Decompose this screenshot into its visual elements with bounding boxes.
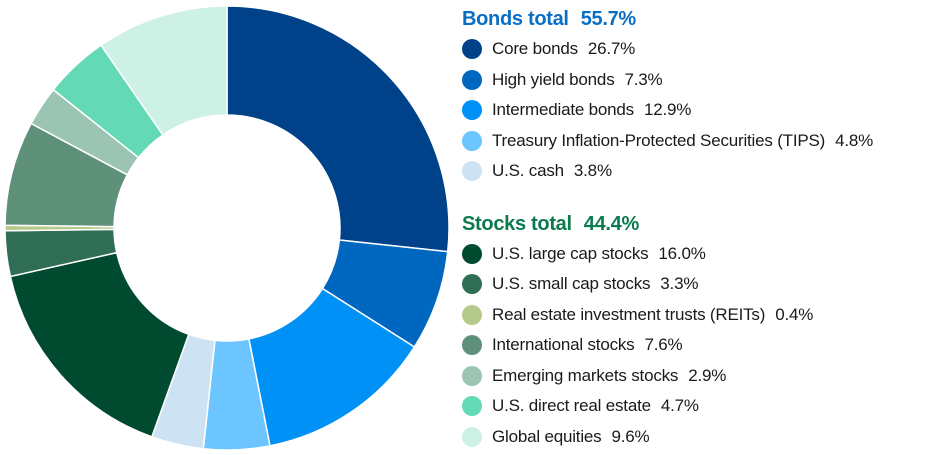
legend-label: Intermediate bonds <box>492 100 634 120</box>
legend-swatch <box>462 274 482 295</box>
legend-value: 7.3% <box>624 69 663 89</box>
legend-value: 2.9% <box>688 365 727 385</box>
legend-label: Emerging markets stocks <box>492 365 679 385</box>
legend-item: Emerging markets stocks 2.9% <box>462 361 873 392</box>
legend-swatch <box>462 130 482 151</box>
legend-swatch <box>462 426 482 447</box>
legend-label: High yield bonds <box>492 69 615 89</box>
legend-swatch <box>462 69 482 90</box>
legend-swatch <box>462 335 482 356</box>
legend-item: International stocks 7.6% <box>462 330 873 361</box>
legend-swatch <box>462 304 482 325</box>
legend-swatch <box>462 365 482 386</box>
legend-label: U.S. direct real estate <box>492 396 651 416</box>
donut-chart <box>4 5 450 451</box>
donut-slice <box>100 5 228 136</box>
legend-swatch <box>462 396 482 417</box>
legend-value: 3.3% <box>660 274 699 294</box>
group-title-label: Bonds total <box>462 8 569 30</box>
legend-item: Intermediate bonds 12.9% <box>462 95 873 126</box>
legend-label: U.S. cash <box>492 161 564 181</box>
group-total: 44.4% <box>583 212 640 235</box>
legend-item: U.S. large cap stocks 16.0% <box>462 239 873 270</box>
legend-label: Global equities <box>492 426 602 446</box>
legend-label: Core bonds <box>492 39 578 59</box>
group-total: 55.7% <box>580 8 637 30</box>
legend-swatch <box>462 100 482 121</box>
legend-item: Core bonds 26.7% <box>462 34 873 65</box>
legend-group-title: Bonds total 55.7% <box>462 4 873 34</box>
legend-item: U.S. small cap stocks 3.3% <box>462 269 873 300</box>
legend-swatch <box>462 39 482 60</box>
legend-item: Real estate investment trusts (REITs) 0.4… <box>462 300 873 331</box>
donut-slice <box>9 251 190 438</box>
legend-label: International stocks <box>492 335 635 355</box>
legend-item: Global equities 9.6% <box>462 422 873 453</box>
legend-value: 4.7% <box>660 396 699 416</box>
legend-swatch <box>462 243 482 264</box>
legend-label: Real estate investment trusts (REITs) <box>492 304 766 324</box>
legend-label: U.S. large cap stocks <box>492 243 649 263</box>
legend: Bonds total 55.7% Core bonds 26.7% High yiel… <box>462 4 873 452</box>
legend-value: 3.8% <box>573 161 612 181</box>
legend-value: 9.6% <box>611 426 650 446</box>
legend-item: Treasury Inflation-Protected Securities … <box>462 126 873 157</box>
legend-item: High yield bonds 7.3% <box>462 65 873 96</box>
donut-slice <box>226 5 450 253</box>
legend-group-title: Stocks total 44.4% <box>462 209 873 239</box>
legend-value: 7.6% <box>644 335 683 355</box>
group-title-label: Stocks total <box>462 212 572 235</box>
legend-value: 16.0% <box>658 243 706 263</box>
legend-value: 12.9% <box>643 100 692 120</box>
legend-value: 0.4% <box>775 304 814 324</box>
legend-label: Treasury Inflation-Protected Securities … <box>492 130 826 150</box>
legend-item: U.S. cash 3.8% <box>462 156 873 187</box>
legend-label: U.S. small cap stocks <box>492 274 651 294</box>
legend-value: 26.7% <box>587 39 636 59</box>
legend-value: 4.8% <box>835 130 874 150</box>
legend-swatch <box>462 161 482 182</box>
legend-item: U.S. direct real estate 4.7% <box>462 391 873 422</box>
